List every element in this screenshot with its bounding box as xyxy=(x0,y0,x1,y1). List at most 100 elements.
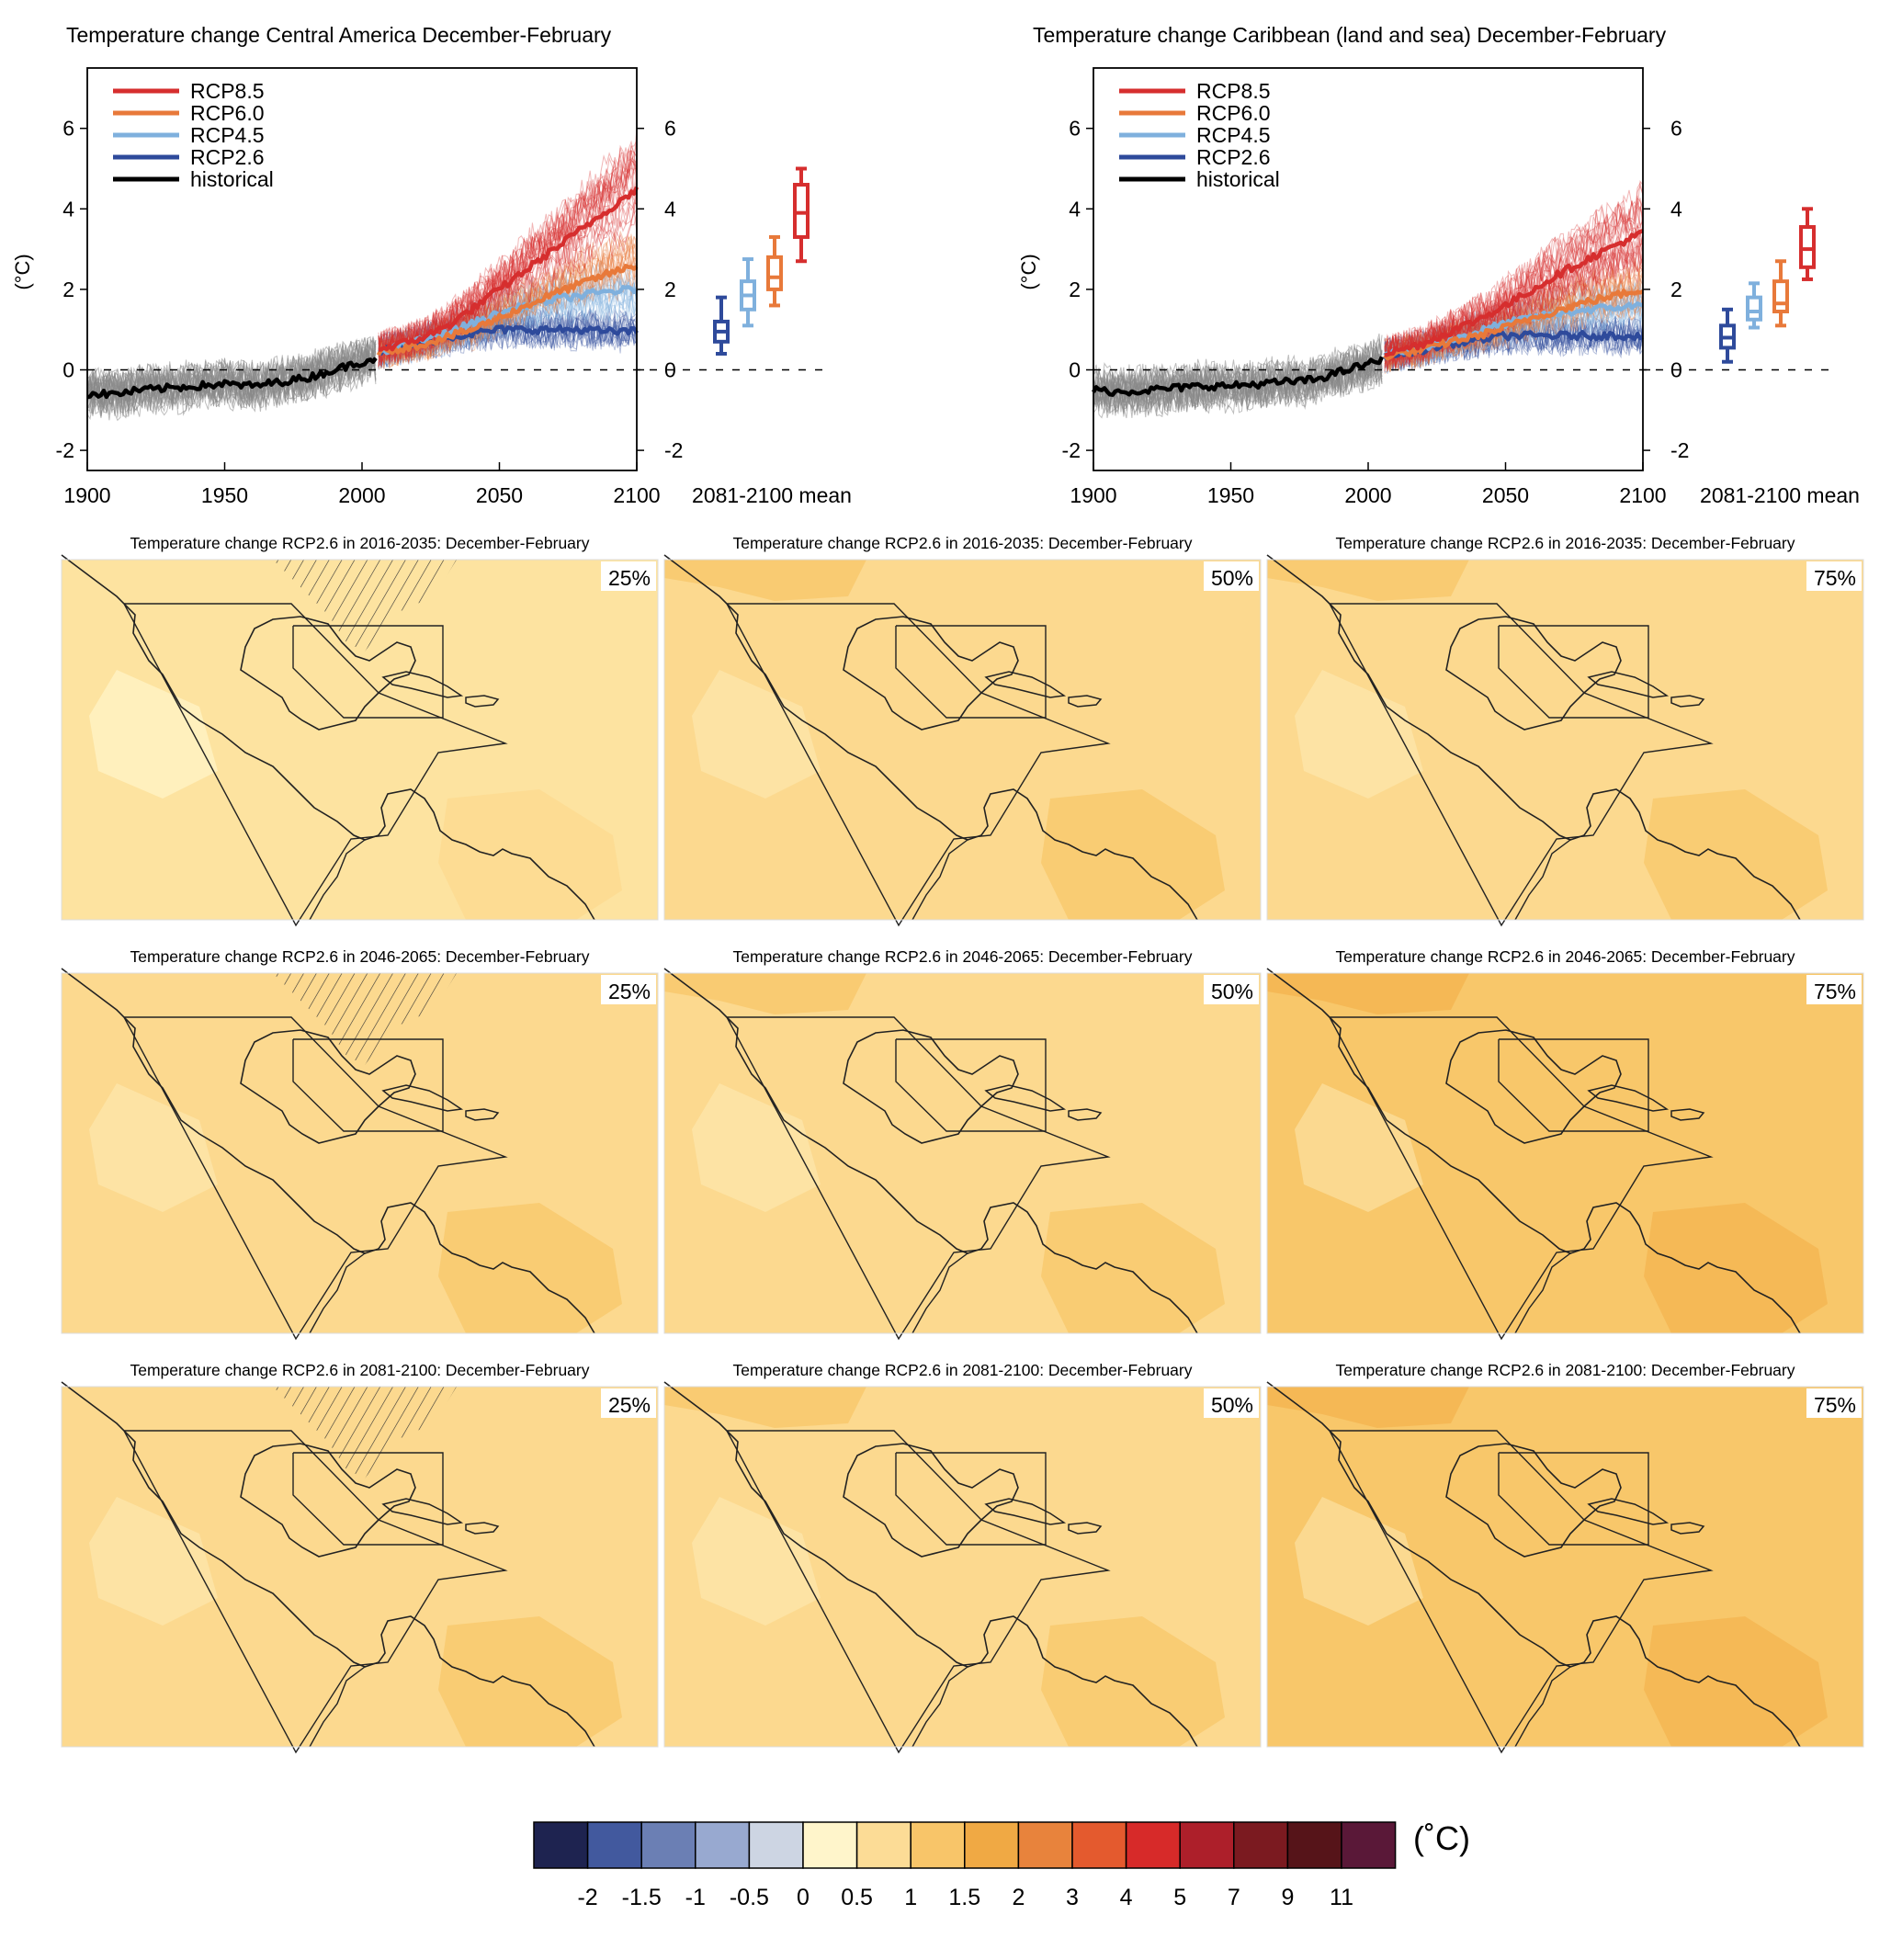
island-cuba xyxy=(984,1084,1067,1112)
anomaly-region-light xyxy=(692,670,821,799)
series-line-historical xyxy=(1092,356,1385,397)
box-rcp60 xyxy=(766,234,783,308)
x-tick-label: 2100 xyxy=(613,483,660,507)
map-title: Temperature change RCP2.6 in 2016-2035: … xyxy=(1336,534,1795,552)
coastline-south xyxy=(912,1252,968,1334)
rcp85-model-line xyxy=(1384,251,1644,368)
rcp60-model-line xyxy=(1384,266,1644,372)
island-cuba xyxy=(1587,1084,1670,1112)
map-title: Temperature change RCP2.6 in 2046-2065: … xyxy=(130,947,590,966)
legend-label-historical: historical xyxy=(1196,167,1280,191)
anomaly-region-light xyxy=(89,670,218,799)
colorbar-swatch xyxy=(1286,1821,1342,1869)
box-rcp26 xyxy=(713,295,730,356)
colorbar-tick-label: 0 xyxy=(797,1885,810,1910)
x-tick-label: 1950 xyxy=(1207,483,1254,507)
colorbar: (˚C) -2 -1.5 -1 -0.5 0 0.5 1 1.5 2 3 4 5 7 9 11 xyxy=(533,1819,1470,1910)
map-title: Temperature change RCP2.6 in 2046-2065: … xyxy=(733,947,1193,966)
x-tick-label: 1950 xyxy=(201,483,248,507)
rcp85-model-line xyxy=(1384,204,1644,368)
percentile-label-bg xyxy=(1806,561,1862,591)
percentile-label: 50% xyxy=(1211,980,1253,1003)
colorbar-tick-label: 11 xyxy=(1330,1885,1353,1910)
x-tick-label: 1900 xyxy=(1070,483,1116,507)
rcp26-model-line xyxy=(1384,316,1644,371)
significance-hatching xyxy=(273,1387,457,1478)
coastline-south xyxy=(912,1666,968,1748)
y-tick-label-left: 2 xyxy=(62,278,74,301)
y-tick-label-left: 0 xyxy=(1069,358,1081,382)
colorbar-swatch xyxy=(1071,1821,1127,1869)
colorbar-swatch xyxy=(802,1821,858,1869)
box-rcp60 xyxy=(1772,259,1789,328)
colorbar-swatch xyxy=(1125,1821,1181,1869)
anomaly-region-light xyxy=(1295,1083,1423,1212)
coastline xyxy=(663,554,1198,921)
rcp45-model-line xyxy=(378,268,638,363)
rcp26-model-line xyxy=(1384,319,1644,368)
rcp26-model-line xyxy=(378,317,638,366)
map-panel: Temperature change RCP2.6 in 2016-2035: … xyxy=(1266,534,1864,927)
y-tick-label-right: 6 xyxy=(664,117,676,141)
x-tick-label: 1900 xyxy=(63,483,110,507)
anomaly-region xyxy=(664,973,866,1014)
rcp60-model-line xyxy=(1384,288,1644,371)
anomaly-region-light xyxy=(89,1497,218,1626)
x-tick-label: 2050 xyxy=(1482,483,1529,507)
y-tick-label-right: 0 xyxy=(664,358,676,382)
boxes-label: 2081-2100 mean xyxy=(1700,483,1860,507)
box-iqr xyxy=(793,183,810,239)
series-line-rcp85 xyxy=(1384,229,1644,357)
box-iqr xyxy=(1799,225,1816,269)
rcp45-model-line xyxy=(378,278,638,368)
rcp85-model-line xyxy=(378,154,638,364)
box-rcp26 xyxy=(1719,307,1736,364)
percentile-label-bg xyxy=(1204,975,1259,1004)
legend-label-historical: historical xyxy=(190,167,274,191)
map-frame xyxy=(663,559,1262,921)
coastline xyxy=(663,968,1198,1334)
series-line-rcp60 xyxy=(1383,288,1644,361)
y-tick-label-right: 4 xyxy=(1670,197,1682,221)
map-title: Temperature change RCP2.6 in 2016-2035: … xyxy=(130,534,590,552)
boxes-label: 2081-2100 mean xyxy=(692,483,852,507)
region-outline-central-america xyxy=(726,1016,1111,1341)
historical-model-line xyxy=(86,346,377,421)
island-hispaniola xyxy=(1670,695,1705,708)
rcp85-model-line xyxy=(378,176,638,367)
coastline xyxy=(61,1381,595,1748)
y-tick-label-left: 6 xyxy=(62,117,74,141)
map-frame xyxy=(61,972,659,1334)
colorbar-swatch xyxy=(748,1821,804,1869)
colorbar-tick-label: 1.5 xyxy=(948,1885,980,1910)
rcp45-model-line xyxy=(1384,294,1644,372)
island-hispaniola xyxy=(1670,1522,1705,1535)
legend-label-rcp45: RCP4.5 xyxy=(1196,123,1271,147)
rcp85-model-line xyxy=(378,144,638,361)
x-tick-label: 2000 xyxy=(1344,483,1391,507)
y-tick-label-left: -2 xyxy=(1062,438,1081,462)
rcp85-model-line xyxy=(378,212,638,361)
percentile-label: 25% xyxy=(608,566,651,590)
map-frame xyxy=(61,559,659,921)
percentile-label-bg xyxy=(1806,975,1862,1004)
y-tick-label-right: 6 xyxy=(1670,117,1682,141)
coastline-south xyxy=(1514,839,1571,921)
anomaly-region xyxy=(1644,1616,1828,1747)
y-tick-label-left: 0 xyxy=(62,358,74,382)
series-line-historical xyxy=(86,357,378,400)
percentile-label-bg xyxy=(1204,561,1259,591)
colorbar-swatch xyxy=(855,1821,912,1869)
colorbar-swatch xyxy=(1179,1821,1235,1869)
island-cuba xyxy=(381,1498,464,1525)
y-tick-label-right: 2 xyxy=(664,278,676,301)
island-cuba xyxy=(984,1498,1067,1525)
rcp85-model-line xyxy=(378,159,638,360)
anomaly-region xyxy=(1041,1203,1225,1333)
map-frame xyxy=(1266,559,1864,921)
rcp26-model-line xyxy=(1384,320,1644,369)
historical-model-line xyxy=(1093,352,1383,419)
colorbar-swatch xyxy=(533,1821,589,1869)
coastline xyxy=(61,968,595,1334)
rcp85-model-line xyxy=(1384,247,1644,368)
